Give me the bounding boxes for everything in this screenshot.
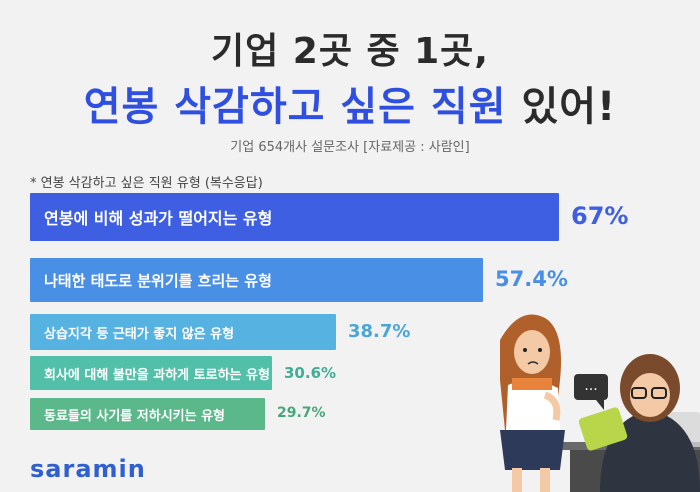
bar-value-4: 30.6%: [284, 363, 337, 382]
saramin-logo: saramin: [30, 455, 146, 483]
bar-1: 연봉에 비해 성과가 떨어지는 유형: [30, 193, 559, 241]
bar-label-2: 나태한 태도로 분위기를 흐리는 유형: [44, 271, 272, 290]
bar-value-3: 38.7%: [348, 320, 411, 342]
bar-value-5: 29.7%: [277, 405, 326, 422]
tablet: [578, 407, 628, 451]
bar-label-5: 동료들의 사기를 저하시키는 유형: [44, 408, 226, 424]
speech-bubble: [574, 374, 608, 400]
title-tail: 있어!: [521, 84, 617, 130]
speech-bubble-text: ...: [584, 378, 597, 394]
subtitle: 기업 654개사 설문조사 [자료제공 : 사람인]: [230, 140, 470, 155]
bar-2: 나태한 태도로 분위기를 흐리는 유형: [30, 258, 483, 302]
chart-note: * 연봉 삭감하고 싶은 직원 유형 (복수응답): [30, 176, 263, 191]
title-highlight: 연봉 삭감하고 싶은 직원: [83, 84, 507, 130]
title-line-2: 연봉 삭감하고 싶은 직원 있어!: [0, 74, 700, 132]
title-line-1: 기업 2곳 중 1곳,: [211, 31, 489, 72]
bar-value-2: 57.4%: [495, 266, 568, 291]
bar-label-4: 회사에 대해 불만을 과하게 토로하는 유형: [44, 367, 270, 383]
bar-5: 동료들의 사기를 저하시키는 유형: [30, 398, 265, 430]
bar-value-1: 67%: [571, 202, 629, 231]
bar-4: 회사에 대해 불만을 과하게 토로하는 유형: [30, 356, 272, 390]
bar-3: 상습지각 등 근태가 좋지 않은 유형: [30, 314, 336, 350]
bar-label-3: 상습지각 등 근태가 좋지 않은 유형: [44, 326, 235, 342]
bar-label-1: 연봉에 비해 성과가 떨어지는 유형: [44, 209, 273, 228]
